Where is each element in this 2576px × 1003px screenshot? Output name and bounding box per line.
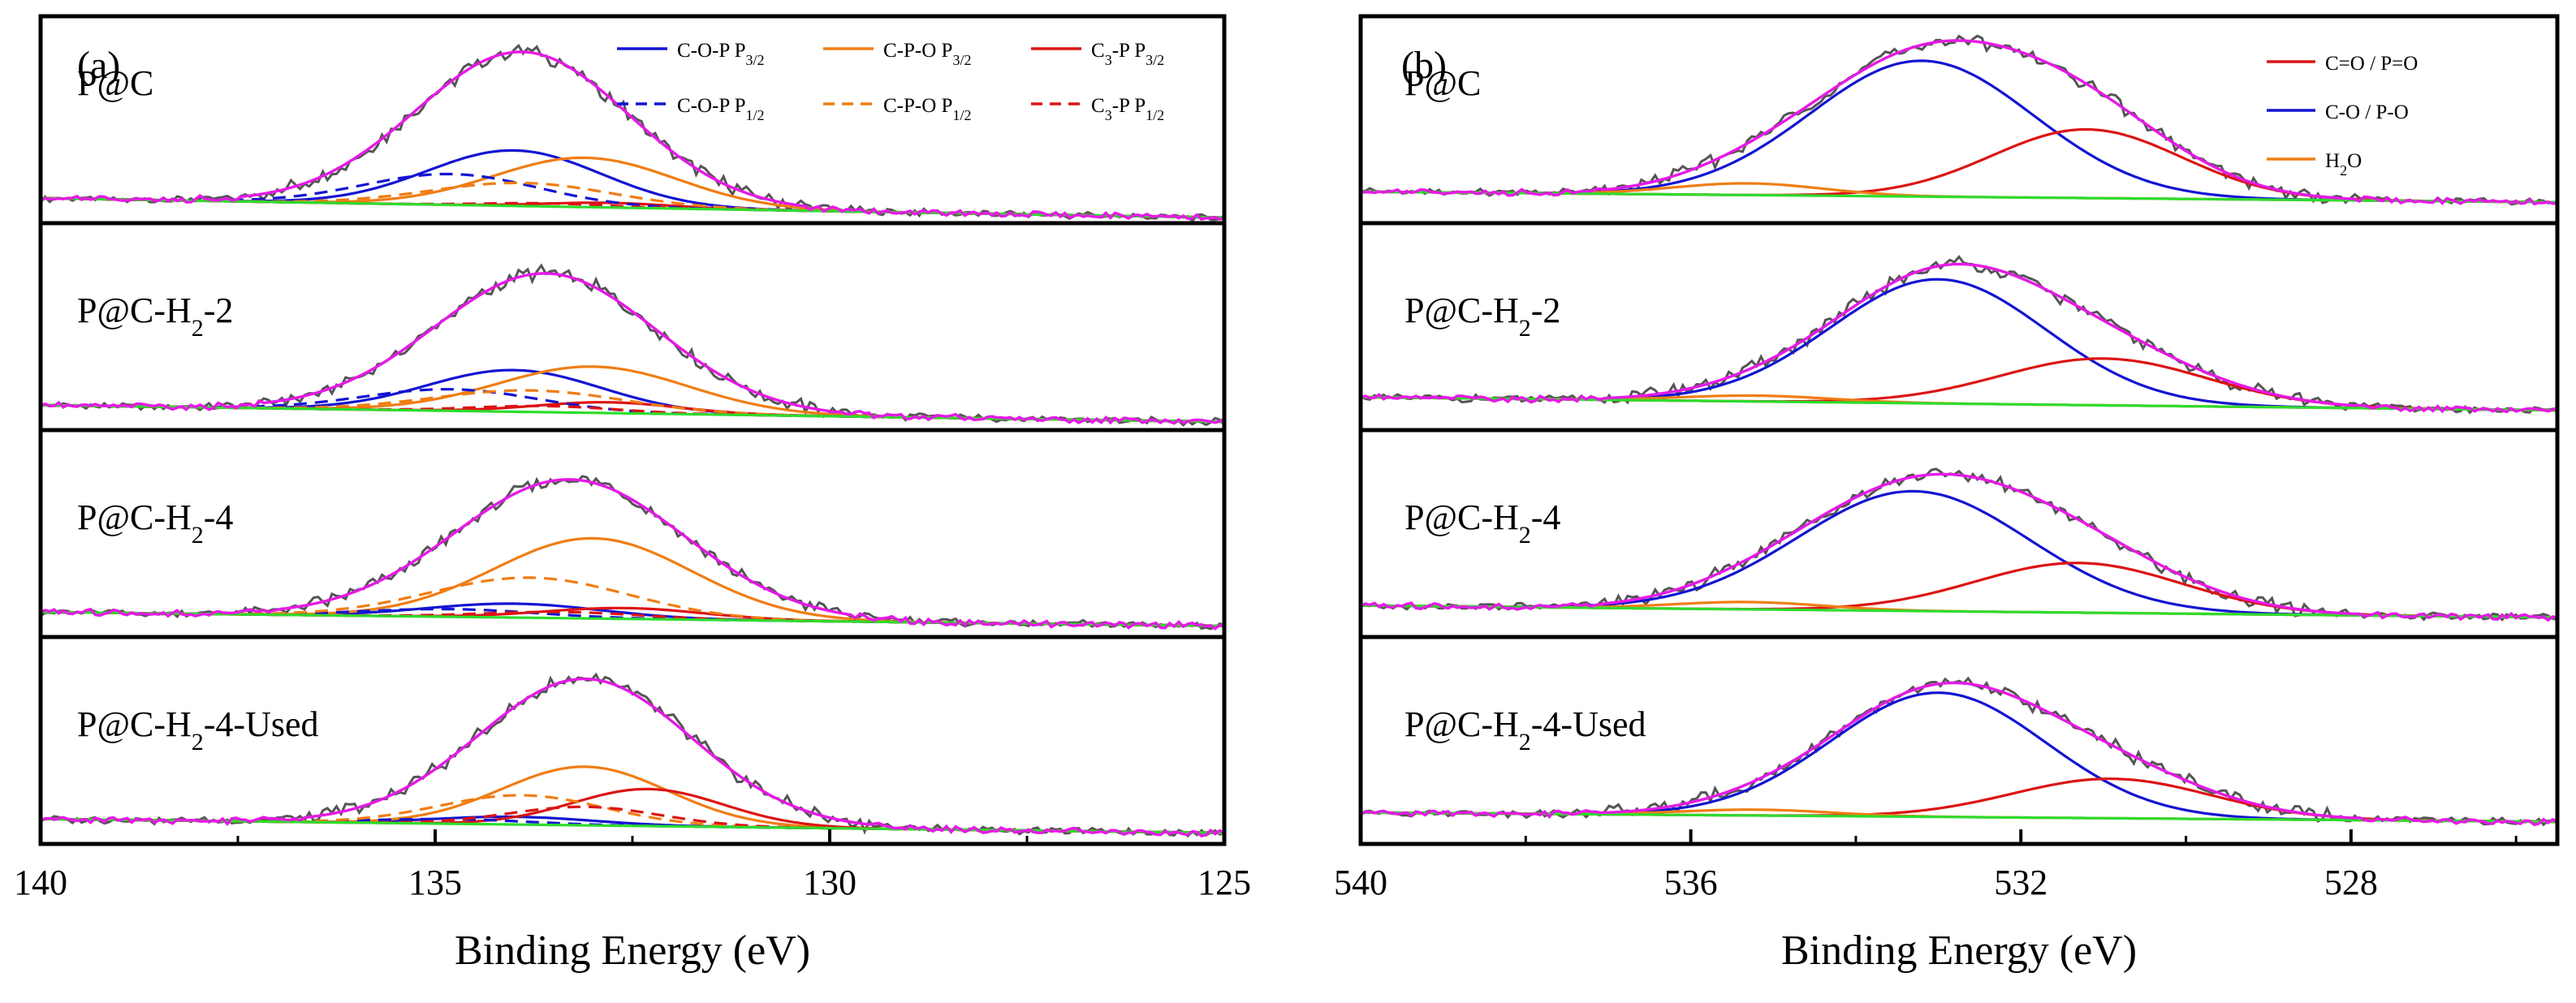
legend-label-pre: C (1091, 40, 1105, 62)
legend-label-sub: 1/2 (1146, 107, 1164, 123)
x-axis-title: Binding Energy (eV) (455, 928, 810, 974)
sample-label-sub: 2 (1519, 522, 1531, 549)
sample-label-suffix: -4 (1531, 497, 1561, 537)
panel-tag-label: (a) (77, 44, 120, 87)
legend-label-sub: 3/2 (746, 52, 765, 68)
legend-label-main: C-P-O P (883, 40, 952, 62)
sample-label-main: P@C-H (77, 704, 192, 744)
x-tick-label: 540 (1334, 863, 1387, 902)
legend-label-sub: 3/2 (1146, 52, 1164, 68)
legend-label-tail: O (2347, 150, 2362, 172)
x-tick-label: 125 (1197, 863, 1251, 902)
sample-label-sub: 2 (1519, 315, 1531, 342)
legend-label-main: H (2325, 150, 2340, 172)
sample-label-suffix: -4 (204, 497, 234, 537)
sample-label-suffix: -4-Used (204, 704, 319, 744)
panel-tag-label: (b) (1401, 44, 1447, 87)
legend-label-sub: 2 (2340, 162, 2347, 179)
sample-label-suffix: -2 (204, 291, 234, 330)
sample-label-sub: 2 (192, 315, 204, 342)
legend-label-sub: 1/2 (746, 107, 765, 123)
sample-label-sub: 2 (192, 522, 204, 549)
legend-label-main: C-O-P P (677, 95, 746, 117)
sample-label-sub: 2 (1519, 729, 1531, 755)
legend-label-sub: 1/2 (952, 107, 971, 123)
legend-label-main: C-O-P P (677, 40, 746, 62)
sample-label-main: P@C-H (1405, 497, 1519, 537)
legend-label-sub: 3/2 (952, 52, 971, 68)
x-tick-label: 532 (1994, 863, 2047, 902)
legend-label-main: -P P (1112, 40, 1146, 62)
x-axis-title: Binding Energy (eV) (1781, 928, 2137, 974)
xps-figure: P@C P@C-H2-2 P@C-H2-4 P@C-H2-4-Used 140 135 13… (0, 0, 2576, 999)
sample-label-main: P@C-H (77, 497, 192, 537)
legend-label-pre-sub: 3 (1105, 52, 1112, 68)
x-tick-label: 536 (1664, 863, 1718, 902)
x-tick-label: 528 (2324, 863, 2378, 902)
sample-label-suffix: -4-Used (1531, 704, 1646, 744)
legend-label-pre-sub: 3 (1105, 107, 1112, 123)
sample-label-suffix: -2 (1531, 291, 1561, 330)
legend-label-cop: C-O / P-O (2325, 101, 2409, 123)
x-tick-label: 130 (803, 863, 857, 902)
sample-label-main: P@C-H (1405, 291, 1519, 330)
legend-label-main: C-P-O P (883, 95, 952, 117)
sample-label-main: P@C-H (1405, 704, 1519, 744)
xps-chart-svg: P@CP@C-H2-2P@C-H2-4P@C-H2-4-Used140 135 13… (0, 0, 2576, 999)
legend-label-co: C=O / P=O (2325, 53, 2418, 75)
legend-label-pre: C (1091, 95, 1105, 117)
sample-label-main: P@C-H (77, 291, 192, 330)
sample-label-sub: 2 (192, 729, 204, 755)
x-tick-label: 135 (408, 863, 462, 902)
x-tick-label: 140 (14, 863, 67, 902)
legend-label-main: -P P (1112, 95, 1146, 117)
